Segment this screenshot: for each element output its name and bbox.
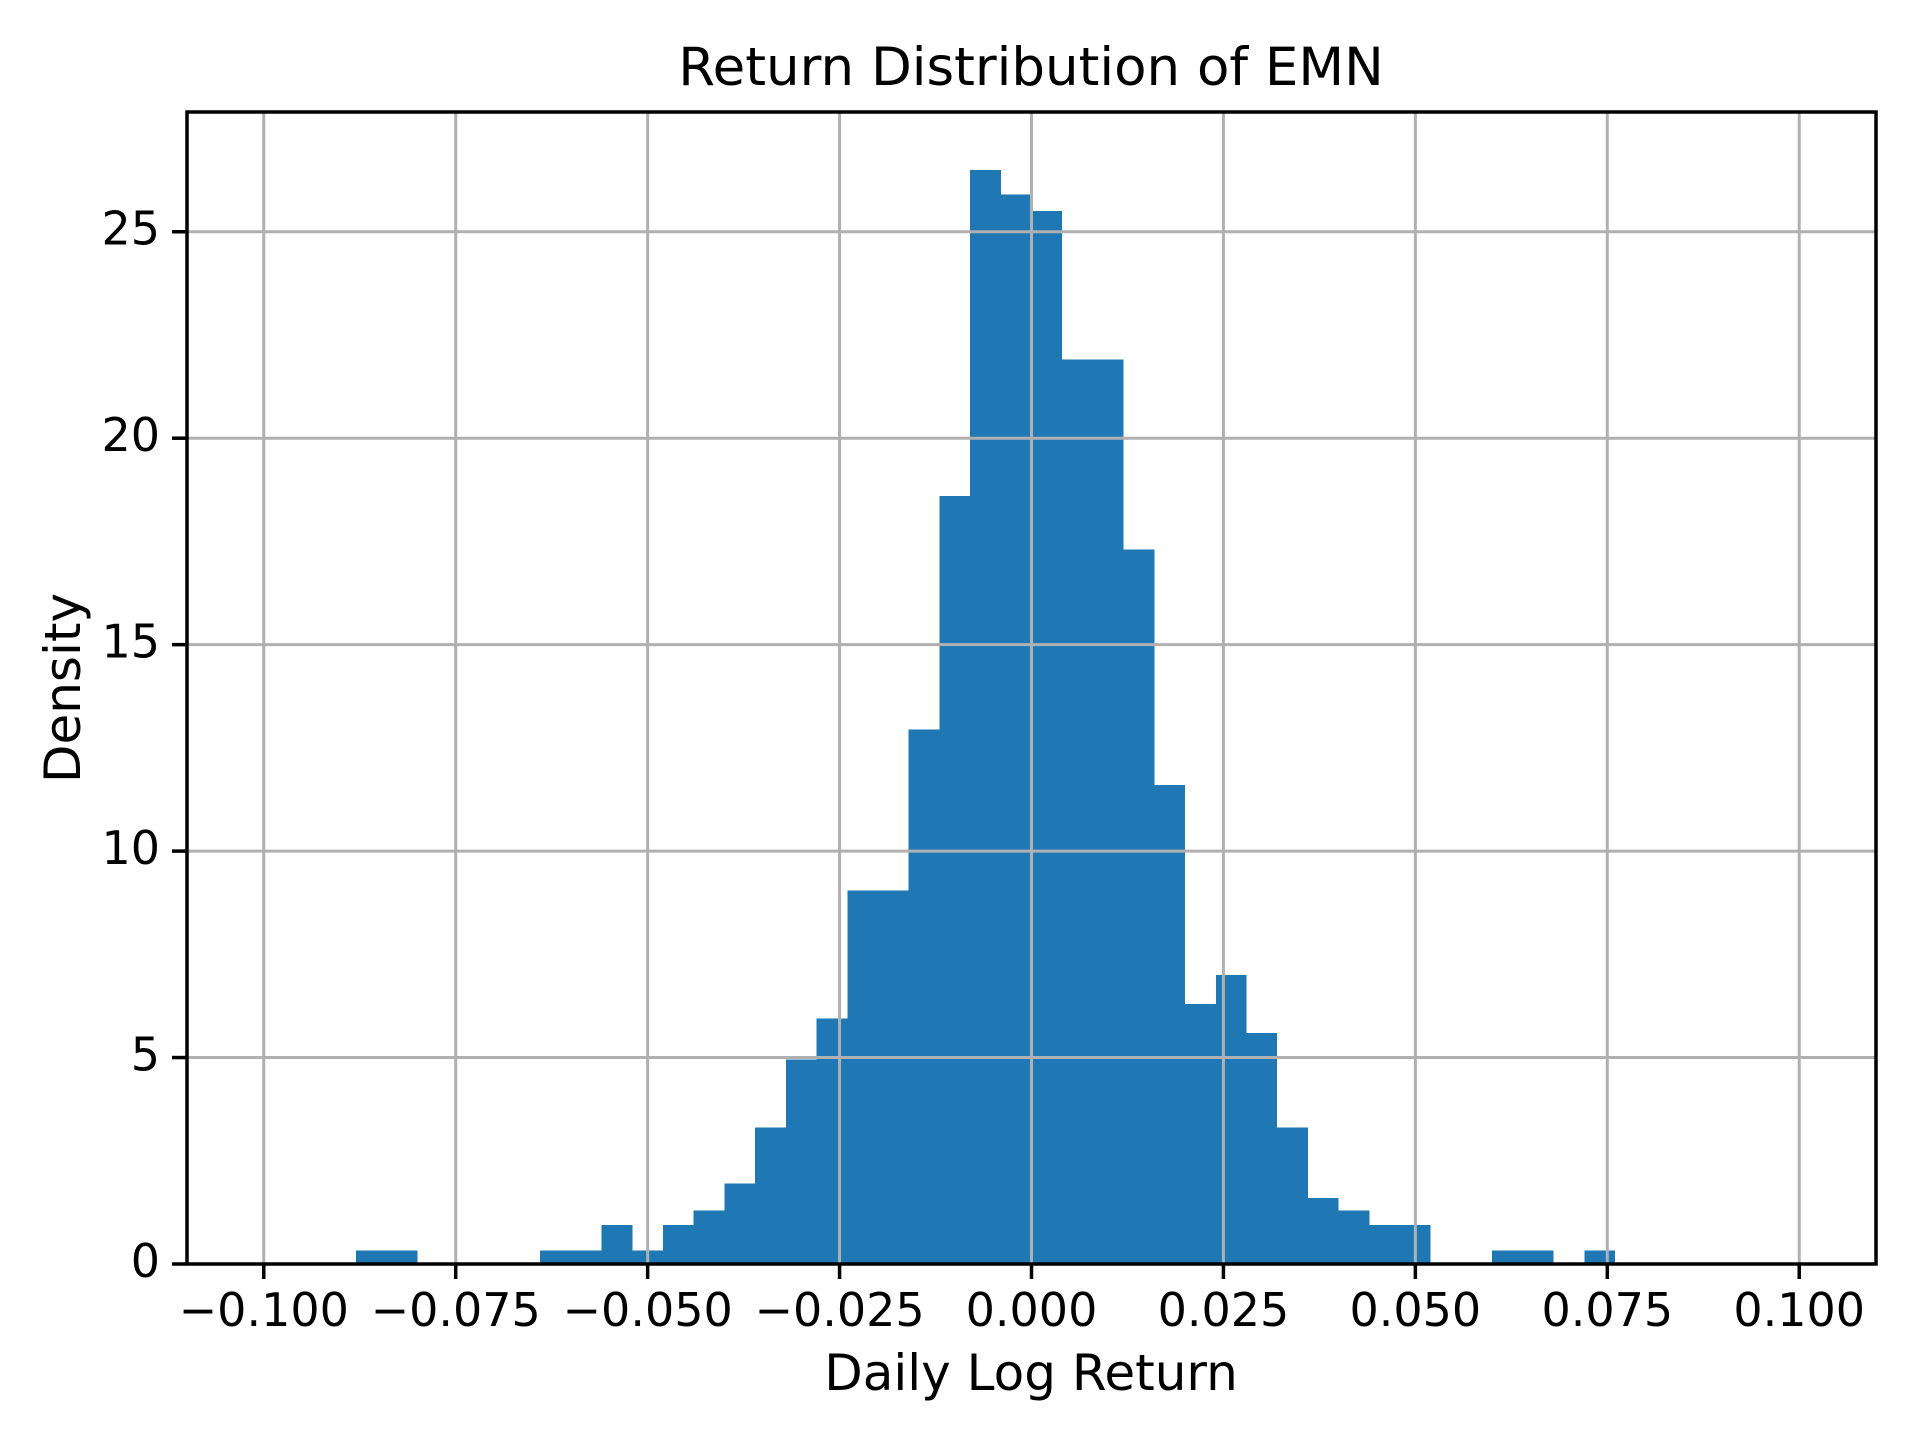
y-tick-labels: 0 5 10 15 20 25	[101, 202, 160, 1288]
y-tick-label: 15	[101, 615, 160, 669]
histogram-bar	[1062, 359, 1093, 1264]
x-tick-label: −0.050	[563, 1283, 733, 1337]
histogram-bar	[386, 1250, 418, 1264]
x-tick-label: −0.025	[754, 1283, 924, 1337]
histogram-bar	[1031, 211, 1063, 1265]
x-tick-label: 0.050	[1350, 1283, 1482, 1337]
chart-title: Return Distribution of EMN	[678, 37, 1384, 98]
histogram-bar	[1277, 1127, 1308, 1264]
histogram-bar	[1338, 1210, 1370, 1264]
x-axis-label: Daily Log Return	[824, 1344, 1238, 1402]
histogram-bar	[724, 1183, 756, 1264]
histogram-bar	[1000, 194, 1032, 1265]
x-tick-label: 0.000	[966, 1283, 1098, 1337]
x-tick-label: 0.100	[1733, 1283, 1865, 1337]
x-tick-labels: −0.100 −0.075 −0.050 −0.025 0.000 0.025 0.050 0…	[179, 1283, 1865, 1337]
histogram-bar	[570, 1250, 602, 1264]
grid-layer	[187, 112, 1876, 1266]
y-tick-label: 10	[101, 821, 160, 875]
histogram-bar	[1307, 1197, 1339, 1264]
histogram-bar	[970, 169, 1001, 1264]
histogram-bar	[1185, 1003, 1216, 1264]
histogram-bar	[662, 1224, 694, 1264]
histogram-bar	[816, 1018, 848, 1264]
histogram-bar	[939, 496, 971, 1264]
histogram-bar	[755, 1127, 786, 1264]
bars-layer	[355, 169, 1615, 1265]
histogram-bar	[1246, 1032, 1278, 1264]
x-tick-label: −0.100	[179, 1283, 349, 1337]
histogram-bar	[1492, 1250, 1523, 1264]
histogram-bar	[693, 1210, 725, 1264]
y-axis-label: Density	[34, 593, 92, 783]
histogram-bar	[908, 729, 940, 1264]
histogram-bar	[877, 890, 909, 1264]
histogram-bar	[1092, 359, 1124, 1264]
plot-border	[185, 110, 1878, 1266]
y-tick-label: 0	[131, 1234, 160, 1288]
histogram-bar	[1369, 1224, 1401, 1264]
histogram-bar	[785, 1059, 817, 1264]
histogram-bar	[540, 1250, 571, 1264]
histogram-bar	[1584, 1250, 1615, 1264]
histogram-bar	[601, 1224, 633, 1264]
x-tick-label: 0.025	[1158, 1283, 1290, 1337]
y-tick-label: 5	[131, 1028, 160, 1082]
histogram-bar	[1154, 785, 1186, 1264]
histogram-bar	[355, 1250, 387, 1264]
x-tick-label: 0.075	[1541, 1283, 1673, 1337]
x-tick-label: −0.075	[371, 1283, 541, 1337]
y-tick-label: 25	[101, 202, 160, 256]
histogram-bar	[1215, 974, 1247, 1264]
histogram-bar	[1123, 549, 1155, 1264]
tick-marks-layer	[172, 229, 1801, 1279]
histogram-bar	[1522, 1250, 1554, 1264]
histogram-bar	[847, 890, 878, 1264]
y-tick-label: 20	[101, 408, 160, 462]
